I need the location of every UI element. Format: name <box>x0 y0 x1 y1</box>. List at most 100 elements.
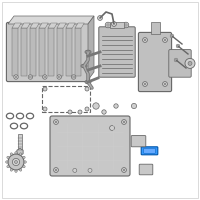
Ellipse shape <box>85 80 91 84</box>
Circle shape <box>43 75 47 79</box>
Bar <box>48 28 54 76</box>
FancyBboxPatch shape <box>138 32 172 92</box>
Circle shape <box>123 169 125 171</box>
Circle shape <box>43 87 47 91</box>
Circle shape <box>102 110 106 114</box>
Bar <box>66 28 72 76</box>
Ellipse shape <box>85 50 91 54</box>
Circle shape <box>73 168 77 172</box>
Circle shape <box>29 76 31 78</box>
Ellipse shape <box>81 64 87 68</box>
FancyBboxPatch shape <box>139 164 153 175</box>
Circle shape <box>28 75 33 79</box>
Circle shape <box>144 39 146 41</box>
Circle shape <box>44 76 46 78</box>
Circle shape <box>55 169 57 171</box>
Circle shape <box>7 156 9 159</box>
FancyBboxPatch shape <box>169 50 191 77</box>
FancyBboxPatch shape <box>6 22 90 82</box>
Circle shape <box>7 165 9 168</box>
Polygon shape <box>39 23 48 28</box>
Circle shape <box>105 22 111 28</box>
FancyBboxPatch shape <box>99 27 135 77</box>
Circle shape <box>24 161 26 163</box>
Circle shape <box>19 169 22 171</box>
Bar <box>110 22 124 28</box>
Circle shape <box>58 76 60 78</box>
Circle shape <box>73 76 75 78</box>
Circle shape <box>12 158 20 166</box>
Polygon shape <box>75 23 84 28</box>
Circle shape <box>23 165 25 168</box>
Circle shape <box>85 87 89 91</box>
Circle shape <box>85 107 89 111</box>
FancyBboxPatch shape <box>131 136 146 147</box>
Circle shape <box>107 24 109 26</box>
Bar <box>21 28 27 76</box>
Circle shape <box>88 168 92 172</box>
Polygon shape <box>48 23 57 28</box>
Circle shape <box>14 75 18 79</box>
Circle shape <box>143 38 147 42</box>
Circle shape <box>143 82 147 86</box>
Bar <box>30 28 36 76</box>
Circle shape <box>112 22 116 26</box>
Circle shape <box>164 39 166 41</box>
Circle shape <box>125 24 127 26</box>
Circle shape <box>98 16 102 20</box>
Circle shape <box>122 168 126 172</box>
Circle shape <box>23 156 25 159</box>
FancyBboxPatch shape <box>50 116 130 176</box>
Circle shape <box>57 75 61 79</box>
Circle shape <box>78 110 82 114</box>
Circle shape <box>174 58 178 62</box>
Bar <box>42 86 90 112</box>
Polygon shape <box>66 23 75 28</box>
Circle shape <box>19 153 22 155</box>
Bar <box>12 28 18 76</box>
Circle shape <box>114 104 118 108</box>
Circle shape <box>122 120 126 124</box>
Circle shape <box>54 168 58 172</box>
Circle shape <box>6 161 8 163</box>
Circle shape <box>8 154 24 170</box>
Bar <box>75 28 81 76</box>
Polygon shape <box>57 23 66 28</box>
Circle shape <box>163 38 167 42</box>
Circle shape <box>163 82 167 86</box>
FancyBboxPatch shape <box>141 147 158 155</box>
Circle shape <box>15 76 17 78</box>
Circle shape <box>15 170 17 172</box>
Circle shape <box>131 103 137 109</box>
Circle shape <box>10 169 13 171</box>
Circle shape <box>188 61 192 65</box>
Circle shape <box>68 110 72 114</box>
Polygon shape <box>17 148 23 156</box>
Bar <box>57 28 63 76</box>
Bar <box>151 22 160 34</box>
Polygon shape <box>88 16 94 80</box>
Polygon shape <box>8 16 94 24</box>
Circle shape <box>10 153 13 155</box>
Circle shape <box>176 44 180 48</box>
Circle shape <box>185 58 195 68</box>
Circle shape <box>164 83 166 85</box>
Circle shape <box>123 121 125 123</box>
Polygon shape <box>12 23 21 28</box>
Circle shape <box>15 161 17 163</box>
Circle shape <box>110 126 114 130</box>
Circle shape <box>43 107 47 111</box>
Circle shape <box>93 103 99 109</box>
Polygon shape <box>21 23 30 28</box>
FancyBboxPatch shape <box>144 148 155 153</box>
Circle shape <box>144 83 146 85</box>
Circle shape <box>54 120 58 124</box>
Circle shape <box>15 152 17 154</box>
Circle shape <box>55 121 57 123</box>
Bar <box>18 134 22 152</box>
Circle shape <box>123 22 129 28</box>
Bar <box>39 28 45 76</box>
Circle shape <box>71 75 76 79</box>
Circle shape <box>170 34 174 38</box>
Polygon shape <box>30 23 39 28</box>
